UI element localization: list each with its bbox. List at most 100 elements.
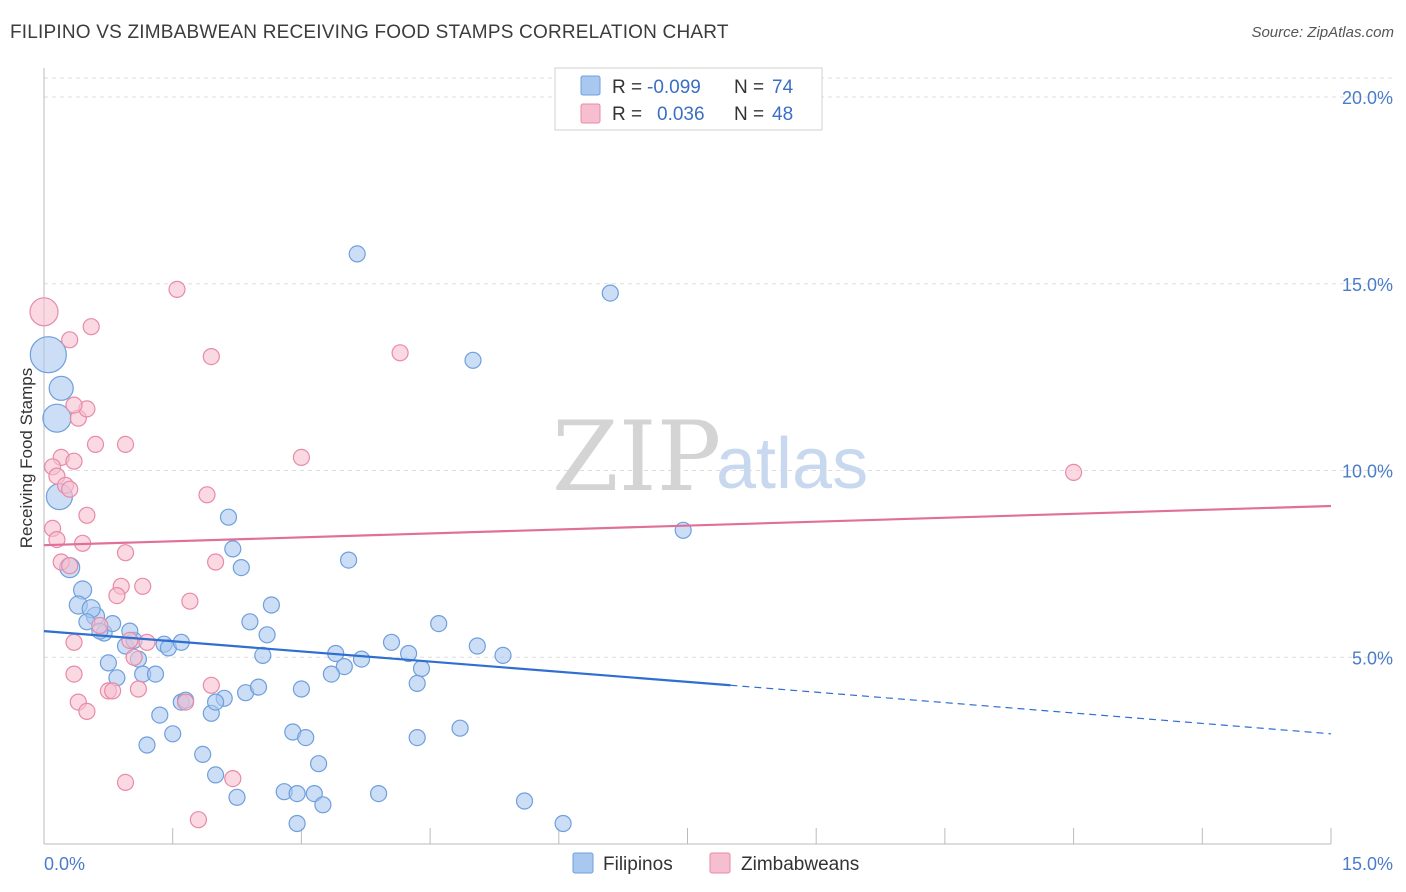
watermark: ZIP atlas xyxy=(552,401,868,513)
y-axis-title: Receiving Food Stamps xyxy=(17,368,36,548)
zimbabwean-point-0 xyxy=(29,297,59,327)
filipino-point-33 xyxy=(228,788,246,806)
zimbabwean-point-8 xyxy=(65,396,83,414)
legend-n-value-1: 74 xyxy=(772,77,794,98)
y-tick-label-20: 20.0% xyxy=(1342,88,1393,108)
data-points xyxy=(29,245,1083,833)
zimbabwean-point-39 xyxy=(129,680,147,698)
zimbabwean-point-4 xyxy=(202,348,220,366)
legend-n-label-1: N = xyxy=(734,77,764,98)
zimbabwean-trend-line xyxy=(43,504,1332,547)
filipino-point-27 xyxy=(207,693,225,711)
filipino-point-54 xyxy=(322,665,340,683)
legend-r-value-2: 0.036 xyxy=(657,104,705,125)
y-tick-label-10: 10.0% xyxy=(1342,462,1393,482)
filipino-point-32 xyxy=(207,766,225,784)
filipino-point-38 xyxy=(258,626,276,644)
zimbabwean-point-34 xyxy=(138,633,156,651)
filipino-point-61 xyxy=(412,659,431,678)
legend-n-label-2: N = xyxy=(734,104,764,125)
filipino-point-1 xyxy=(48,375,74,401)
filipino-point-69 xyxy=(515,792,534,810)
zimbabwean-point-3 xyxy=(168,280,186,298)
filipino-point-31 xyxy=(194,745,212,764)
x-tick-label-0: 0.0% xyxy=(44,854,85,874)
filipino-point-36 xyxy=(219,508,238,526)
filipino-point-45 xyxy=(297,728,315,747)
legend-swatch-filipinos xyxy=(580,75,601,96)
bottom-legend-swatch-zimbabweans xyxy=(709,852,731,874)
filipino-point-60 xyxy=(400,644,418,663)
filipino-point-35 xyxy=(232,558,250,577)
source-credit: Source: ZipAtlas.com xyxy=(1251,24,1394,41)
zimbabwean-point-43 xyxy=(78,702,96,721)
filipino-point-50 xyxy=(314,796,332,814)
zimbabwean-point-32 xyxy=(91,616,109,635)
filipino-point-37 xyxy=(241,613,259,631)
zimbabwean-point-10 xyxy=(116,435,135,453)
zimbabwean-point-44 xyxy=(116,773,135,792)
filipino-point-57 xyxy=(348,245,366,263)
filipino-point-19 xyxy=(99,654,118,672)
zimbabwean-point-36 xyxy=(65,665,83,683)
zimbabwean-point-1 xyxy=(61,331,79,349)
filipino-point-30 xyxy=(138,736,156,754)
filipino-trend-extension xyxy=(730,684,1332,735)
filipino-point-51 xyxy=(288,814,306,833)
chart-title: FILIPINO VS ZIMBABWEAN RECEIVING FOOD ST… xyxy=(10,22,729,43)
legend-swatch-zimbabweans xyxy=(580,103,601,124)
filipino-point-0 xyxy=(29,336,67,374)
filipino-point-70 xyxy=(554,814,572,833)
filipino-point-68 xyxy=(494,646,512,665)
zimbabwean-point-9 xyxy=(86,435,105,453)
filipino-point-22 xyxy=(146,665,165,683)
filipino-point-53 xyxy=(335,657,353,676)
filipino-point-56 xyxy=(340,551,358,569)
zimbabwean-point-46 xyxy=(189,811,207,829)
zimbabwean-point-20 xyxy=(78,506,96,524)
filipino-point-71 xyxy=(601,284,619,302)
filipino-point-64 xyxy=(408,728,426,747)
bottom-legend-filipinos: Filipinos xyxy=(603,854,673,875)
filipino-point-46 xyxy=(310,755,328,773)
tick-labels: 5.0% 10.0% 15.0% 20.0% 0.0% 15.0% xyxy=(44,88,1393,874)
filipino-point-67 xyxy=(468,637,486,655)
zimbabwean-point-26 xyxy=(61,557,79,575)
filipino-point-59 xyxy=(382,633,401,651)
y-tick-label-15: 15.0% xyxy=(1342,275,1393,295)
filipino-point-42 xyxy=(249,678,268,696)
filipino-point-28 xyxy=(151,706,169,724)
y-tick-label-5: 5.0% xyxy=(1352,648,1393,668)
filipino-point-63 xyxy=(430,614,448,633)
zimbabwean-point-27 xyxy=(207,553,225,571)
filipino-point-40 xyxy=(262,596,280,614)
zimbabwean-point-16 xyxy=(61,480,79,498)
zimbabwean-point-12 xyxy=(65,452,83,470)
legend-r-label-1: R = xyxy=(612,77,642,98)
zimbabwean-point-47 xyxy=(125,648,143,666)
watermark-atlas: atlas xyxy=(716,424,868,504)
filipino-point-29 xyxy=(164,725,182,743)
zimbabwean-point-24 xyxy=(116,544,135,562)
x-tick-label-15: 15.0% xyxy=(1342,854,1393,874)
zimbabwean-point-2 xyxy=(82,318,100,336)
zimbabwean-point-38 xyxy=(103,682,122,700)
legend-r-value-1: -0.099 xyxy=(647,77,701,98)
zimbabwean-point-41 xyxy=(177,693,195,711)
zimbabwean-point-19 xyxy=(1064,463,1083,481)
zimbabwean-point-30 xyxy=(108,586,126,605)
watermark-zip: ZIP xyxy=(552,401,721,513)
filipino-point-43 xyxy=(292,680,310,698)
zimbabwean-point-18 xyxy=(292,448,310,466)
correlation-legend: R = -0.099 N = 74 R = 0.036 N = 48 xyxy=(554,67,823,131)
zimbabwean-point-31 xyxy=(181,592,199,610)
zimbabwean-point-40 xyxy=(202,676,220,694)
bottom-legend-zimbabweans: Zimbabweans xyxy=(741,854,859,875)
trend-lines xyxy=(43,504,1332,735)
legend-r-label-2: R = xyxy=(612,104,642,125)
series-legend: Filipinos Zimbabweans xyxy=(572,852,859,875)
zimbabwean-point-35 xyxy=(65,633,83,651)
bottom-legend-swatch-filipinos xyxy=(572,852,594,874)
filipino-point-65 xyxy=(451,719,469,737)
